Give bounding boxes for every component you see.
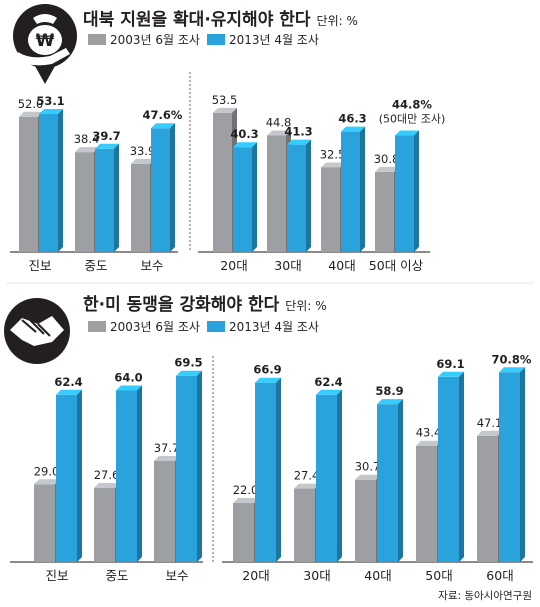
data-label-2003-4: 43.4 [416,426,442,440]
chart-2-title: 한·미 동맹을 강화해야 한다 단위: % [83,295,327,315]
category-label-2: 30대 [274,258,301,273]
category-label-2: 중도 [84,258,107,273]
bar-2013-1 [56,389,82,562]
data-label-2013-1: 53.1 [36,94,64,108]
bar-2013-4 [395,130,419,252]
data-label-2013-3: 47.6% [143,108,183,122]
data-label-2003-3: 30.7 [355,460,381,474]
chart-1-left-panel: 52.053.1 진보 38.439.7 중도 33.9 47.6% 보수 [18,94,183,273]
data-label-2013-3: 58.9 [375,384,403,398]
category-label-1: 20대 [220,258,247,273]
data-label-2003-3: 33.9 [130,144,156,158]
data-label-2003-2: 38.4 [74,132,100,146]
chart-1-title: 대북 지원을 확대·유지해야 한다 단위: % [83,10,358,30]
annotation-50s-only: (50대만 조사) [379,113,446,126]
legend-swatch-2003 [88,321,106,332]
chart-1-legend: 2003년 6월 조사 2013년 4월 조사 [88,33,319,47]
bar-2013-2 [316,389,342,562]
category-label-3: 보수 [140,258,163,273]
category-label-3: 보수 [165,568,188,583]
chart-2-left-panel: 29.0 62.4 진보 27.6 64.0 중도 37.7 69.5 보수 [34,356,203,583]
data-label-2003-1: 53.5 [212,93,238,107]
svg-text:₩: ₩ [36,31,55,51]
data-label-2003-4: 30.8 [374,152,400,166]
legend-swatch-2013 [207,34,225,45]
chart-1-right-panel: 53.5 40.3 20대 44.841.3 30대 32.5 46.3 40대 30.8 44.… [212,93,446,273]
bar-2013-3 [176,370,202,562]
data-label-2013-4: 44.8% [392,98,432,112]
category-label-1: 진보 [45,568,68,583]
legend-label-2013: 2013년 4월 조사 [229,320,319,334]
data-label-2003-2: 44.8 [266,116,292,130]
bar-2013-1 [233,142,257,252]
data-label-2013-2: 39.7 [92,129,120,143]
data-label-2013-2: 41.3 [284,125,312,139]
data-label-2013-3: 69.5 [174,356,202,370]
data-label-2003-1: 29.0 [34,464,60,478]
legend-swatch-2003 [88,34,106,45]
bar-2013-1 [39,108,63,252]
chart-2-unit: 단위: % [285,299,326,313]
category-label-3: 40대 [328,258,355,273]
bar-2013-3 [151,123,175,253]
chart-2-right-panel: 22.0 66.9 20대 27.4 62.4 30대 30.7 58.9 40대 43.4 69.… [233,352,532,583]
category-label-4: 50대 [425,568,452,583]
bar-2013-2 [116,385,142,562]
bar-2013-2 [95,143,119,252]
bar-2013-2 [287,139,311,252]
data-label-2003-2: 27.6 [94,468,120,482]
category-label-3: 40대 [364,568,391,583]
legend-label-2003: 2003년 6월 조사 [110,320,200,334]
chart-2-legend: 2003년 6월 조사 2013년 4월 조사 [88,320,319,334]
bar-2013-1 [255,377,281,562]
data-label-2003-3: 37.7 [154,441,180,455]
bar-2013-3 [377,399,403,562]
data-label-2003-2: 27.4 [294,469,320,483]
handshake-icon [4,298,70,364]
category-label-1: 진보 [28,258,51,273]
data-label-2013-1: 66.9 [253,363,281,377]
chart-1-plots: 52.053.1 진보 38.439.7 중도 33.9 47.6% 보수 53.5 40.3… [10,72,445,273]
category-label-2: 30대 [303,568,330,583]
data-label-2003-5: 47.1 [477,416,503,430]
legend-label-2003: 2003년 6월 조사 [110,33,200,47]
data-label-2013-5: 70.8% [492,352,532,366]
category-label-4: 50대 이상 [369,258,424,273]
category-label-5: 60대 [486,568,513,583]
bar-2013-5 [499,367,525,562]
legend-label-2013: 2013년 4월 조사 [229,33,319,47]
data-label-2013-1: 40.3 [230,127,258,141]
data-label-2003-1: 52.0 [18,97,44,111]
data-label-2003-1: 22.0 [233,483,259,497]
money-bag-icon: ₩ [13,4,77,84]
bar-2013-3 [341,126,365,252]
bar-2013-4 [438,371,464,562]
data-label-2013-4: 69.1 [436,357,464,371]
data-label-2013-3: 46.3 [338,112,366,126]
category-label-1: 20대 [242,568,269,583]
source-note: 자료: 동아시아연구원 [438,590,532,602]
data-label-2003-3: 32.5 [320,148,346,162]
data-label-2013-2: 64.0 [114,370,142,384]
data-label-2013-2: 62.4 [314,375,342,389]
data-label-2013-1: 62.4 [54,375,82,389]
category-label-2: 중도 [105,568,128,583]
chart-1-unit: 단위: % [317,14,358,28]
legend-swatch-2013 [207,321,225,332]
